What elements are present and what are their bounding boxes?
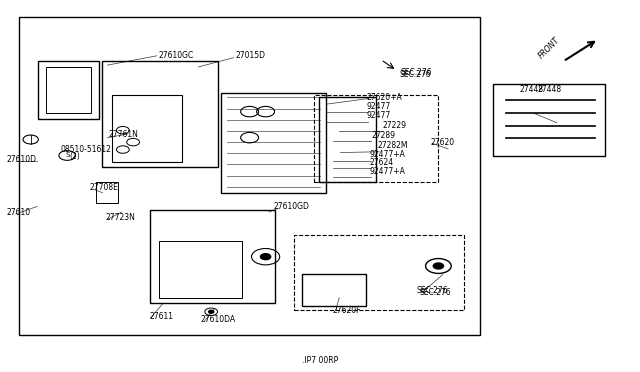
Text: 27708E: 27708E [90, 183, 118, 192]
Text: SEC.276: SEC.276 [419, 288, 451, 296]
Text: 92477+A: 92477+A [370, 167, 406, 176]
Text: 27723N: 27723N [106, 213, 136, 222]
Bar [159, 241, 242, 298]
Text: 27289: 27289 [371, 131, 396, 140]
Bar [46, 67, 91, 113]
Text: 27611: 27611 [149, 312, 173, 321]
Circle shape [433, 263, 444, 269]
Bar [38, 61, 99, 119]
Text: S: S [65, 153, 69, 158]
Circle shape [260, 254, 271, 260]
Bar [150, 210, 275, 303]
Bar [19, 17, 480, 335]
Text: 27624: 27624 [370, 158, 394, 167]
Bar [302, 274, 366, 306]
Text: 27620: 27620 [430, 138, 454, 147]
Text: SEC.276: SEC.276 [400, 70, 431, 79]
Text: .IP7 00RP: .IP7 00RP [302, 356, 338, 365]
Bar [221, 93, 326, 193]
Bar [112, 95, 182, 162]
Text: 27620+A: 27620+A [366, 93, 402, 102]
Text: FRONT: FRONT [537, 36, 561, 61]
Text: 27015D: 27015D [236, 51, 266, 60]
Text: 92477+A: 92477+A [370, 150, 406, 159]
Bar [493, 84, 605, 156]
Text: 92477: 92477 [366, 111, 390, 120]
Text: 27448: 27448 [519, 85, 543, 94]
Bar [319, 97, 376, 182]
Text: SEC.276: SEC.276 [417, 286, 448, 295]
Text: (2): (2) [69, 152, 80, 161]
Text: 27282M: 27282M [378, 141, 408, 150]
Circle shape [209, 310, 214, 313]
Text: 27610GD: 27610GD [274, 202, 310, 211]
Bar [294, 235, 464, 310]
Text: 27610DA: 27610DA [200, 315, 236, 324]
Bar [102, 61, 218, 167]
Bar [96, 182, 118, 203]
Text: 27610D: 27610D [6, 155, 36, 164]
Text: 08510-51612: 08510-51612 [61, 145, 111, 154]
Text: 92477: 92477 [366, 102, 390, 111]
Text: 27610: 27610 [6, 208, 31, 217]
Text: 27610GC: 27610GC [159, 51, 194, 60]
Bar [314, 95, 438, 182]
Text: 27620F: 27620F [333, 306, 362, 315]
Text: SEC.276: SEC.276 [401, 68, 432, 77]
Text: 27448: 27448 [537, 85, 561, 94]
Text: 27229: 27229 [383, 121, 407, 130]
Text: 27761N: 27761N [109, 130, 139, 139]
